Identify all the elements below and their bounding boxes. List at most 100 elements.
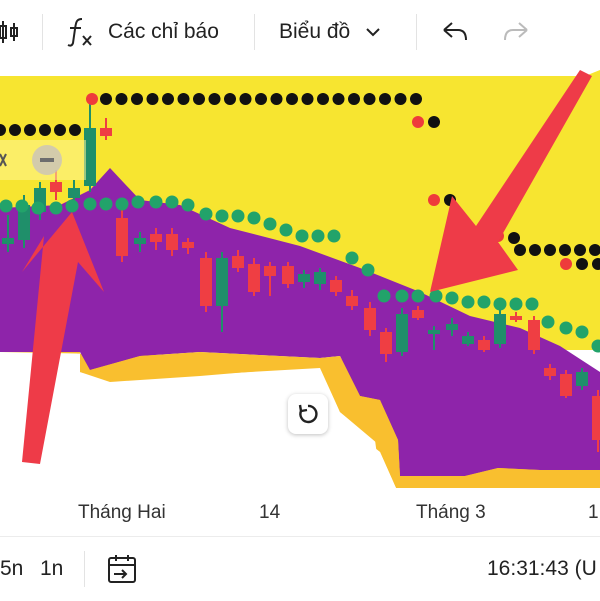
candle-body (462, 336, 474, 344)
indicator-dot (24, 124, 36, 136)
indicator-dot (132, 196, 145, 209)
indicator-dot (232, 210, 245, 223)
candle-type-icon[interactable] (0, 0, 22, 64)
indicator-dot (560, 322, 573, 335)
indicator-dot (328, 230, 341, 243)
price-chart[interactable] (0, 64, 600, 536)
candle-body (200, 258, 212, 306)
redo-button[interactable] (503, 0, 531, 64)
candle-body (216, 258, 228, 306)
candle-body (544, 368, 556, 376)
range-label: 5n (0, 557, 23, 581)
legend-collapse-area[interactable] (0, 140, 86, 180)
candle-body (446, 324, 458, 330)
indicator-dot (379, 93, 391, 105)
indicator-dot (216, 210, 229, 223)
chevron-down-icon (364, 26, 382, 38)
candle-body (396, 314, 408, 352)
candle-body (346, 296, 358, 306)
indicators-button[interactable]: Các chỉ báo (66, 0, 219, 64)
candle-body (232, 256, 244, 268)
indicator-dot (560, 258, 572, 270)
indicator-dot (544, 244, 556, 256)
indicator-dot (412, 116, 424, 128)
chart-toolbar: Các chỉ báo Biểu đồ (0, 0, 600, 64)
indicator-dot (428, 194, 440, 206)
indicator-dot (255, 93, 267, 105)
indicator-dot (296, 230, 309, 243)
indicator-dot (86, 93, 98, 105)
candle-body (2, 238, 14, 244)
indicator-dot (280, 224, 293, 237)
indicator-dot (410, 93, 422, 105)
candle-body (68, 188, 80, 198)
candle-body (314, 272, 326, 284)
indicator-dot (116, 93, 128, 105)
candle-body (100, 128, 112, 136)
clock-time[interactable]: 16:31:43 (U (487, 537, 597, 601)
indicator-dot (178, 93, 190, 105)
go-to-date-button[interactable] (106, 537, 138, 601)
indicator-dot (510, 298, 523, 311)
indicator-dot (150, 196, 163, 209)
indicator-dot (209, 93, 221, 105)
indicator-dot (131, 93, 143, 105)
candle-body (182, 242, 194, 248)
indicator-dot (446, 292, 459, 305)
candle-body (264, 266, 276, 276)
indicator-dot (348, 93, 360, 105)
indicator-dot (224, 93, 236, 105)
indicator-dot (286, 93, 298, 105)
range-1n-button[interactable]: 1n (40, 537, 63, 601)
chart-type-dropdown[interactable]: Biểu đồ (279, 0, 382, 64)
candle-body (428, 330, 440, 334)
indicator-dot (462, 296, 475, 309)
indicator-dot (412, 290, 425, 303)
indicator-dot (559, 244, 571, 256)
indicator-dot (542, 316, 555, 329)
candle-body (380, 332, 392, 354)
indicator-dot (116, 198, 129, 211)
indicator-dot (395, 93, 407, 105)
indicator-dot (312, 230, 325, 243)
indicator-dot (240, 93, 252, 105)
indicator-dot (494, 298, 507, 311)
indicator-dot (576, 258, 588, 270)
candle-body (528, 320, 540, 350)
indicator-dot (302, 93, 314, 105)
candle-body (330, 280, 342, 292)
candle-body (592, 396, 600, 440)
indicator-dot (574, 244, 586, 256)
refresh-icon (297, 403, 319, 425)
indicator-dot (271, 93, 283, 105)
function-icon (66, 15, 96, 49)
indicator-dot (54, 124, 66, 136)
candle-body (412, 310, 424, 318)
candle-body (150, 234, 162, 242)
indicator-dot (39, 124, 51, 136)
ichimoku-chart-svg[interactable] (0, 64, 600, 536)
indicator-dot (182, 199, 195, 212)
indicator-dot (200, 208, 213, 221)
indicator-dot (50, 202, 63, 215)
candle-body (50, 182, 62, 192)
indicator-dot (162, 93, 174, 105)
indicator-dot (0, 200, 13, 213)
candle-body (166, 234, 178, 250)
reset-chart-button[interactable] (288, 394, 328, 434)
undo-button[interactable] (440, 0, 468, 64)
candle-body (282, 266, 294, 284)
candle-body (494, 314, 506, 344)
indicator-dot (84, 198, 97, 211)
indicator-dot (69, 124, 81, 136)
bottom-bar: 5n 1n 16:31:43 (U (0, 536, 600, 601)
indicator-dot (346, 252, 359, 265)
candle-body (364, 308, 376, 330)
range-label: 1n (40, 557, 63, 581)
redo-icon (503, 20, 531, 44)
candle-body (478, 340, 490, 350)
x-axis-label: 1 (588, 502, 599, 524)
range-5n-button[interactable]: 5n (0, 537, 23, 601)
undo-icon (440, 20, 468, 44)
indicator-dot (396, 290, 409, 303)
